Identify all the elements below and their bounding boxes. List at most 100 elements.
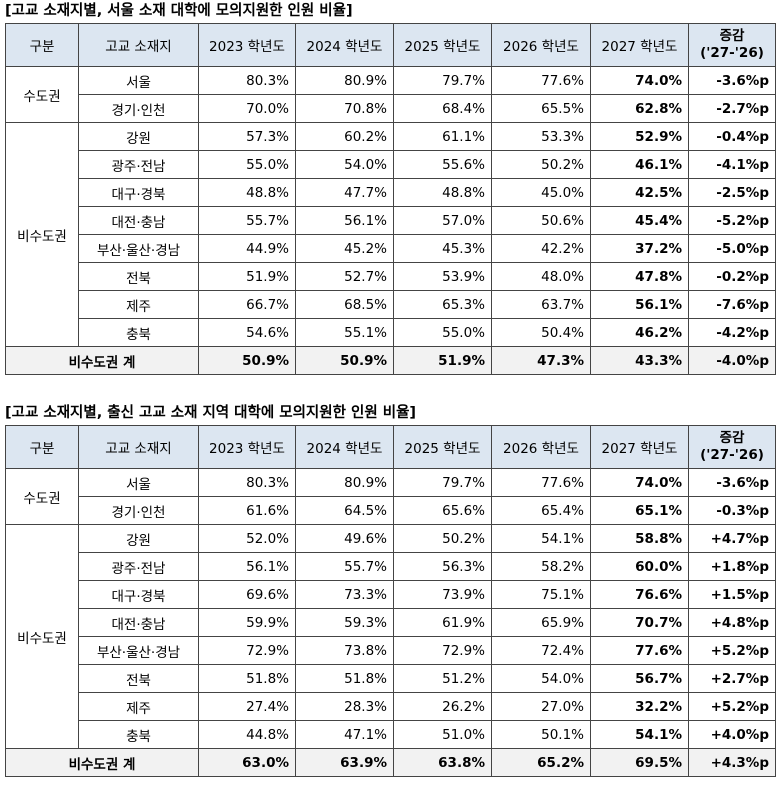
header-row: 구분 고교 소재지 2023 학년도 2024 학년도 2025 학년도 2026 학년도… xyxy=(5,23,776,67)
value-cell: 79.7% xyxy=(393,468,492,497)
data-row: 대전·충남 55.7% 56.1% 57.0% 50.6% 45.4% -5.2%p xyxy=(6,206,776,235)
value-cell: 77.6% xyxy=(491,468,591,497)
value-cell: 56.3% xyxy=(393,552,492,581)
value-cell: 44.9% xyxy=(198,234,296,263)
data-table: 구분 고교 소재지 2023 학년도 2024 학년도 2025 학년도 2026 학년도… xyxy=(5,425,776,777)
total-value: 69.5% xyxy=(590,748,689,777)
value-cell: 60.0% xyxy=(590,552,689,581)
header-cell: 구분 xyxy=(5,23,79,67)
value-cell: 52.9% xyxy=(590,122,689,151)
group-cell: 비수도권 xyxy=(5,122,79,347)
value-cell: 32.2% xyxy=(590,692,689,721)
value-cell: 57.3% xyxy=(198,122,296,151)
value-cell: 74.0% xyxy=(590,468,689,497)
value-cell: -0.2%p xyxy=(688,262,776,291)
value-cell: 70.7% xyxy=(590,608,689,637)
value-cell: 50.2% xyxy=(491,150,591,179)
header-cell: 구분 xyxy=(5,425,79,469)
value-cell: 59.9% xyxy=(198,608,296,637)
value-cell: 55.0% xyxy=(393,318,492,347)
header-text: 증감 xyxy=(719,430,745,446)
value-cell: 73.3% xyxy=(295,580,394,609)
value-cell: 42.5% xyxy=(590,178,689,207)
value-cell: -7.6%p xyxy=(688,290,776,319)
value-cell: 54.0% xyxy=(295,150,394,179)
group-cell: 수도권 xyxy=(5,66,79,123)
value-cell: 56.1% xyxy=(590,290,689,319)
header-cell: 2026 학년도 xyxy=(491,23,591,67)
value-cell: -2.7%p xyxy=(688,94,776,123)
data-row: 부산·울산·경남 44.9% 45.2% 45.3% 42.2% 37.2% -5.0%p xyxy=(6,234,776,263)
header-cell: 증감 ('27-'26) xyxy=(688,23,776,67)
value-cell: 77.6% xyxy=(491,66,591,95)
data-row: 수도권 서울 80.3% 80.9% 79.7% 77.6% 74.0% -3.6%p xyxy=(5,66,776,123)
value-cell: 55.7% xyxy=(198,206,296,235)
data-row: 제주 27.4% 28.3% 26.2% 27.0% 32.2% +5.2%p xyxy=(6,692,776,721)
value-cell: +1.5%p xyxy=(688,580,776,609)
value-cell: 59.3% xyxy=(295,608,394,637)
header-cell: 2026 학년도 xyxy=(491,425,591,469)
value-cell: 65.9% xyxy=(491,608,591,637)
value-cell: 54.0% xyxy=(491,664,591,693)
value-cell: 53.3% xyxy=(491,122,591,151)
value-cell: 80.3% xyxy=(198,468,296,497)
value-cell: -5.2%p xyxy=(688,206,776,235)
value-cell: -4.2%p xyxy=(688,318,776,347)
region-cell: 대구·경북 xyxy=(78,580,199,609)
value-cell: -2.5%p xyxy=(688,178,776,207)
header-cell: 2024 학년도 xyxy=(295,425,394,469)
value-cell: +5.2%p xyxy=(688,636,776,665)
region-cell: 강원 xyxy=(78,524,199,553)
region-cell: 부산·울산·경남 xyxy=(78,234,199,263)
value-cell: -0.4%p xyxy=(688,122,776,151)
value-cell: -5.0%p xyxy=(688,234,776,263)
value-cell: 49.6% xyxy=(295,524,394,553)
value-cell: 45.4% xyxy=(590,206,689,235)
value-cell: 80.3% xyxy=(198,66,296,95)
value-cell: 76.6% xyxy=(590,580,689,609)
data-row: 대구·경북 69.6% 73.3% 73.9% 75.1% 76.6% +1.5%p xyxy=(6,580,776,609)
table-title: [고교 소재지별, 출신 고교 소재 지역 대학에 모의지원한 인원 비율] xyxy=(5,405,417,421)
value-cell: 47.8% xyxy=(590,262,689,291)
region-cell: 서울 xyxy=(78,66,199,95)
data-row: 광주·전남 55.0% 54.0% 55.6% 50.2% 46.1% -4.1%p xyxy=(6,150,776,179)
region-cell: 충북 xyxy=(78,318,199,347)
total-value: 50.9% xyxy=(295,346,394,375)
header-cell: 2024 학년도 xyxy=(295,23,394,67)
value-cell: 53.9% xyxy=(393,262,492,291)
header-cell: 증감 ('27-'26) xyxy=(688,425,776,469)
value-cell: 26.2% xyxy=(393,692,492,721)
value-cell: 79.7% xyxy=(393,66,492,95)
value-cell: 72.9% xyxy=(393,636,492,665)
total-value: 63.0% xyxy=(198,748,296,777)
value-cell: 61.1% xyxy=(393,122,492,151)
value-cell: 52.7% xyxy=(295,262,394,291)
value-cell: 58.2% xyxy=(491,552,591,581)
header-text: 증감 xyxy=(719,28,745,44)
value-cell: 72.9% xyxy=(198,636,296,665)
region-cell: 강원 xyxy=(78,122,199,151)
header-cell: 2027 학년도 xyxy=(590,23,689,67)
group-cell: 비수도권 xyxy=(5,524,79,749)
value-cell: 54.1% xyxy=(590,720,689,749)
value-cell: 55.0% xyxy=(198,150,296,179)
data-row: 비수도권 강원 57.3% 60.2% 61.1% 53.3% 52.9% -0.4%p xyxy=(5,122,776,347)
value-cell: 65.4% xyxy=(491,496,591,525)
region-cell: 전북 xyxy=(78,262,199,291)
data-row: 비수도권 강원 52.0% 49.6% 50.2% 54.1% 58.8% +4.7%p xyxy=(5,524,776,749)
header-cell: 2027 학년도 xyxy=(590,425,689,469)
value-cell: 57.0% xyxy=(393,206,492,235)
region-cell: 경기·인천 xyxy=(78,496,199,525)
value-cell: 47.7% xyxy=(295,178,394,207)
data-row: 대전·충남 59.9% 59.3% 61.9% 65.9% 70.7% +4.8%p xyxy=(6,608,776,637)
header-cell: 고교 소재지 xyxy=(78,425,199,469)
value-cell: 27.0% xyxy=(491,692,591,721)
region-cell: 부산·울산·경남 xyxy=(78,636,199,665)
total-value: 50.9% xyxy=(198,346,296,375)
value-cell: 45.2% xyxy=(295,234,394,263)
value-cell: 66.7% xyxy=(198,290,296,319)
value-cell: 74.0% xyxy=(590,66,689,95)
header-subtext: ('27-'26) xyxy=(700,447,764,463)
value-cell: +2.7%p xyxy=(688,664,776,693)
